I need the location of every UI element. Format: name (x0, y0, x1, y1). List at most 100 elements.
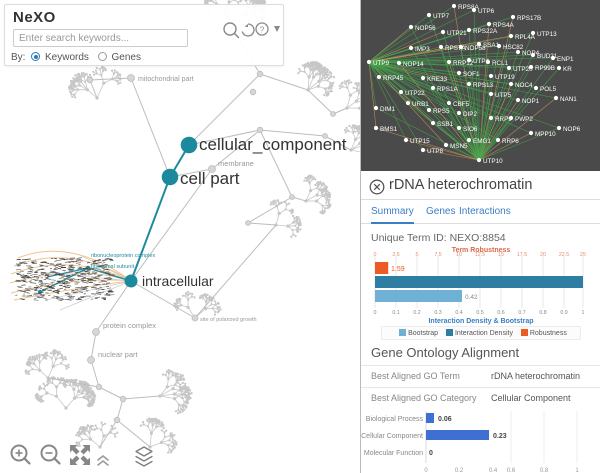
svg-text:UTP9: UTP9 (373, 60, 390, 67)
svg-text:RPS13: RPS13 (473, 82, 493, 89)
svg-text:UTP10: UTP10 (483, 158, 503, 165)
svg-text:1: 1 (582, 310, 585, 316)
svg-text:EMG1: EMG1 (473, 138, 491, 145)
svg-text:NOC4: NOC4 (515, 82, 533, 89)
svg-text:0: 0 (424, 468, 428, 473)
svg-text:RPS4A: RPS4A (493, 22, 514, 29)
svg-text:SSA1: SSA1 (483, 42, 500, 49)
svg-text:RPS8A: RPS8A (458, 4, 479, 11)
svg-text:0.06: 0.06 (438, 416, 452, 423)
svg-text:UTP21: UTP21 (447, 30, 467, 37)
svg-text:RRP9: RRP9 (495, 116, 512, 123)
svg-text:UTP4: UTP4 (473, 58, 490, 65)
svg-text:0.5: 0.5 (476, 310, 483, 316)
svg-text:SIO6: SIO6 (463, 126, 478, 133)
svg-text:1.59: 1.59 (391, 266, 405, 273)
svg-text:CBF5: CBF5 (453, 101, 470, 108)
svg-text:2.5: 2.5 (392, 252, 399, 258)
svg-text:7.5: 7.5 (434, 252, 441, 258)
svg-text:RRP45: RRP45 (383, 75, 404, 82)
svg-text:0.2: 0.2 (455, 468, 464, 473)
svg-text:Biological Process: Biological Process (366, 416, 424, 423)
svg-text:0.4: 0.4 (489, 468, 498, 473)
svg-text:DIM1: DIM1 (380, 106, 396, 113)
svg-text:RPS5: RPS5 (433, 108, 450, 115)
svg-text:site of polarized growth: site of polarized growth (200, 317, 257, 323)
svg-text:KR: KR (563, 66, 572, 73)
svg-text:NOP14: NOP14 (403, 61, 424, 68)
svg-text:0.4: 0.4 (455, 310, 462, 316)
svg-text:membrane: membrane (218, 159, 254, 168)
svg-text:BUD21: BUD21 (537, 53, 558, 60)
svg-text:RP99B: RP99B (535, 65, 555, 72)
svg-text:cellular_component: cellular_component (199, 135, 347, 154)
svg-text:SOF1: SOF1 (463, 71, 480, 78)
svg-text:SSB1: SSB1 (437, 121, 454, 128)
svg-text:mitochondrial part: mitochondrial part (138, 76, 194, 83)
svg-text:0: 0 (429, 450, 433, 457)
svg-text:0.6: 0.6 (507, 468, 516, 473)
svg-text:RPS22A: RPS22A (473, 28, 498, 35)
svg-text:RPS7A: RPS7A (445, 45, 466, 52)
svg-text:22.5: 22.5 (559, 252, 569, 258)
svg-text:0.7: 0.7 (518, 310, 525, 316)
svg-text:10: 10 (456, 252, 462, 258)
svg-text:0.23: 0.23 (493, 433, 507, 440)
svg-text:UTP7: UTP7 (433, 13, 450, 20)
svg-text:NOP1: NOP1 (522, 98, 540, 105)
svg-text:0.8: 0.8 (539, 310, 546, 316)
svg-text:0.2: 0.2 (413, 310, 420, 316)
svg-text:ribonucleoprotein complex: ribonucleoprotein complex (91, 253, 155, 259)
svg-text:nuclear part: nuclear part (98, 350, 139, 359)
svg-text:0: 0 (374, 310, 377, 316)
svg-text:MSN5: MSN5 (450, 143, 468, 150)
svg-text:1: 1 (575, 468, 579, 473)
svg-text:0.6: 0.6 (497, 310, 504, 316)
svg-text:HSC82: HSC82 (503, 44, 524, 51)
svg-text:0.1: 0.1 (392, 310, 399, 316)
svg-text:15: 15 (498, 252, 504, 258)
svg-text:RRP12: RRP12 (453, 60, 474, 67)
svg-text:UTP15: UTP15 (410, 138, 430, 145)
svg-text:protein complex: protein complex (103, 321, 156, 330)
svg-text:ribosomal subunit: ribosomal subunit (91, 264, 135, 270)
svg-text:NOP56: NOP56 (415, 25, 436, 32)
svg-text:MPP10: MPP10 (535, 131, 556, 138)
svg-text:20: 20 (540, 252, 546, 258)
svg-text:0.8: 0.8 (540, 468, 549, 473)
svg-text:NOP6: NOP6 (563, 126, 581, 133)
svg-text:cell part: cell part (180, 169, 240, 188)
svg-text:UTP20: UTP20 (513, 66, 533, 73)
svg-text:UTP13: UTP13 (537, 31, 557, 38)
svg-text:URB1: URB1 (412, 101, 429, 108)
svg-text:RCL1: RCL1 (492, 60, 509, 67)
svg-text:0.3: 0.3 (434, 310, 441, 316)
svg-text:RRP6: RRP6 (502, 138, 519, 145)
svg-text:UTP6: UTP6 (478, 8, 495, 15)
svg-text:12.5: 12.5 (475, 252, 485, 258)
svg-text:KRE33: KRE33 (427, 76, 447, 83)
svg-text:Cellular Component: Cellular Component (361, 433, 423, 440)
svg-text:0: 0 (374, 252, 377, 258)
svg-text:Molecular Function: Molecular Function (364, 450, 423, 457)
svg-text:BMS1: BMS1 (380, 126, 398, 133)
svg-text:DIP2: DIP2 (463, 111, 477, 118)
svg-text:RPS17B: RPS17B (517, 15, 541, 22)
svg-text:UTP19: UTP19 (495, 74, 515, 81)
svg-text:0.9: 0.9 (560, 310, 567, 316)
svg-text:IMP3: IMP3 (415, 46, 430, 53)
svg-text:NAN1: NAN1 (560, 96, 577, 103)
svg-text:intracellular: intracellular (142, 273, 214, 289)
svg-text:5: 5 (416, 252, 419, 258)
svg-text:?: ? (260, 26, 265, 35)
svg-text:UTP8: UTP8 (427, 148, 444, 155)
svg-text:RPL4A: RPL4A (515, 34, 536, 41)
svg-text:UTP22: UTP22 (405, 90, 425, 97)
svg-text:ENP1: ENP1 (557, 56, 574, 63)
svg-text:POL5: POL5 (540, 86, 557, 93)
svg-text:17.5: 17.5 (517, 252, 527, 258)
svg-text:25: 25 (580, 252, 586, 258)
svg-text:UTP5: UTP5 (495, 92, 512, 99)
svg-text:RPS1A: RPS1A (437, 86, 458, 93)
svg-text:0.42: 0.42 (465, 294, 478, 301)
